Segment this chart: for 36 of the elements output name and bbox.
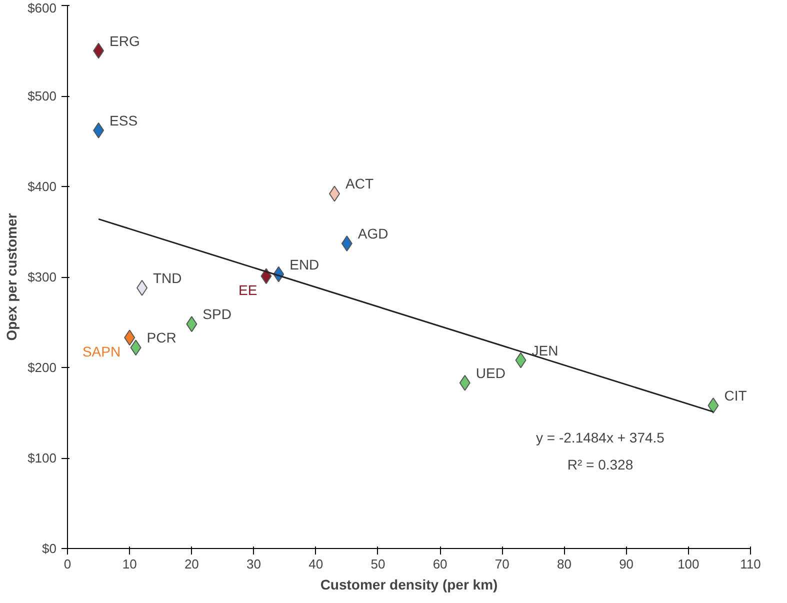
y-tick-label: $200: [28, 360, 56, 375]
series-label: EE: [238, 282, 258, 298]
series-label: UED: [476, 364, 506, 381]
x-tick-label: 100: [678, 556, 700, 572]
series-label: JEN: [532, 342, 558, 358]
y-tick-label: $100: [28, 450, 56, 466]
y-tick-label: $600: [28, 0, 56, 16]
x-tick-label: 10: [122, 556, 137, 572]
x-tick-label: 90: [619, 556, 634, 572]
series-label: SPD: [202, 306, 232, 322]
x-tick-label: 80: [556, 556, 572, 572]
y-tick-label: $300: [28, 270, 56, 284]
x-tick-label: 0: [64, 556, 72, 572]
series-label: END: [290, 256, 320, 272]
x-tick-label: 60: [432, 556, 448, 572]
x-tick-label: 70: [494, 556, 510, 572]
series-label: AGD: [358, 226, 388, 242]
y-tick-label: $0: [42, 541, 57, 556]
x-tick-label: 40: [308, 556, 324, 572]
series-label: ERG: [110, 32, 140, 49]
y-tick-label: $500: [28, 88, 56, 104]
annotation: R² = 0.328: [567, 456, 634, 472]
series-label: ESS: [110, 112, 138, 128]
y-tick-label: $400: [28, 179, 56, 194]
x-tick-label: 20: [184, 556, 199, 572]
series-label: PCR: [146, 330, 176, 346]
series-label: CIT: [724, 388, 748, 404]
series-label: TND: [153, 270, 182, 286]
series-label: SAPN: [82, 344, 121, 360]
x-tick-label: 50: [370, 556, 386, 572]
y-axis-title: Opex per customer: [4, 212, 20, 341]
x-tick-label: 30: [246, 556, 262, 572]
x-axis-title: Customer density (per km): [320, 576, 498, 592]
series-label: ACT: [345, 176, 374, 192]
annotation: y = -2.1484x + 374.5: [536, 429, 665, 446]
x-tick-label: 110: [740, 556, 761, 572]
